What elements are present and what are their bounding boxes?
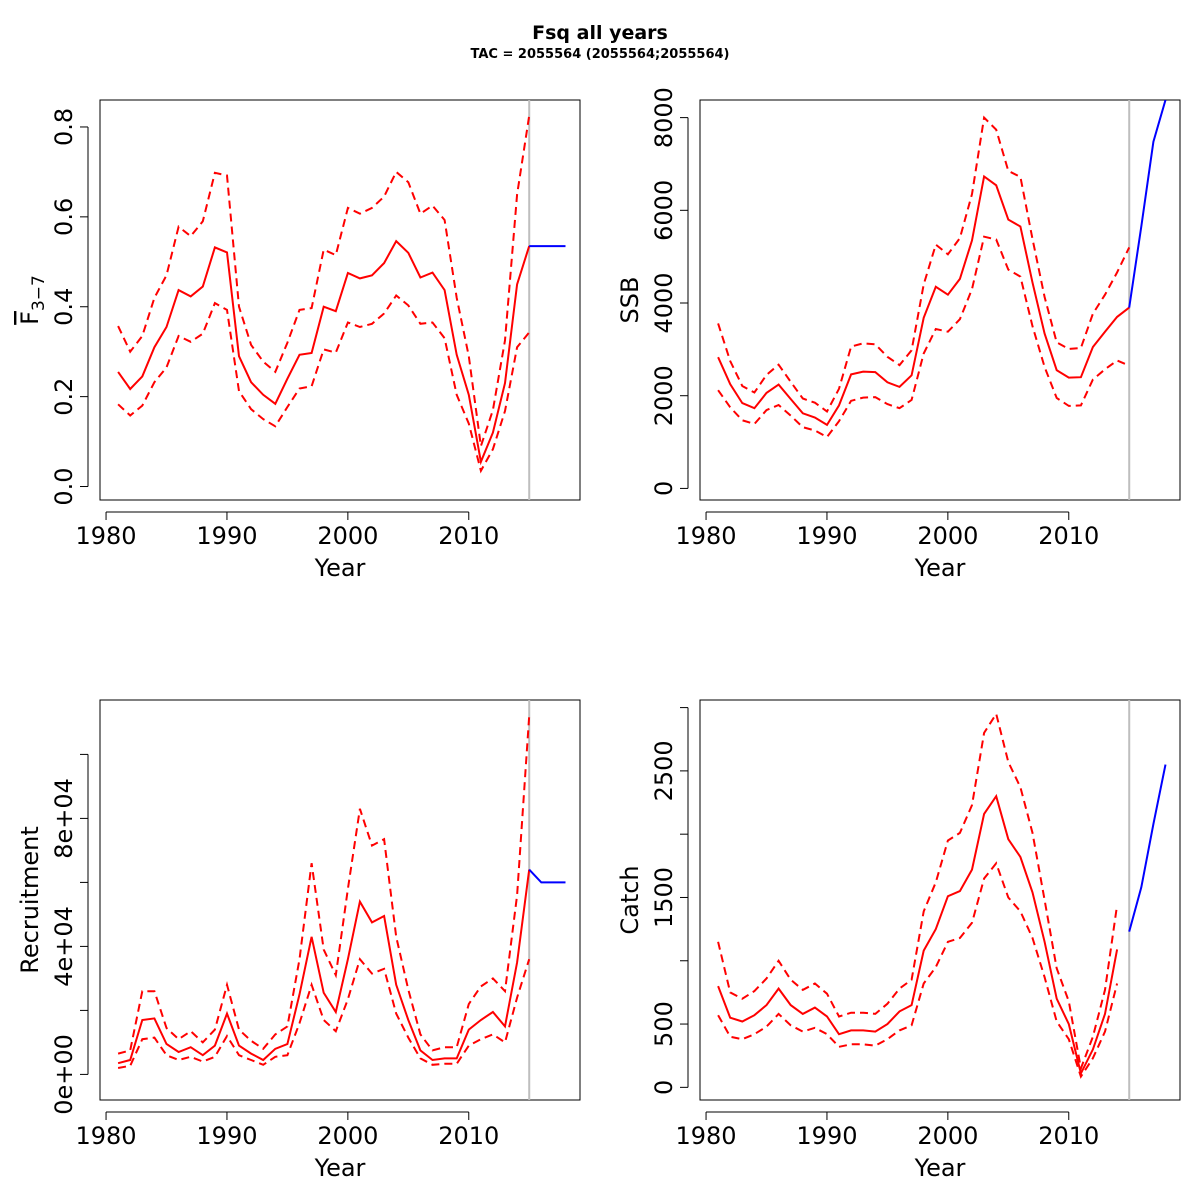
recruitment-panel: 1980 1990 2000 2010 Year 0e+00 4e+04 8e+04Recru…: [16, 699, 581, 1182]
y-tick-label: 0.0: [50, 467, 78, 505]
y-tick-label: 1500: [650, 867, 678, 928]
chart-subtitle: TAC = 2055564 (2055564;2055564): [470, 47, 730, 62]
x-tick-label: 1980: [76, 522, 137, 550]
x-axis-label: Year: [314, 554, 366, 582]
plot-frame: [99, 699, 581, 1101]
upper-bound-line: [717, 115, 1131, 413]
x-tick-label: 1980: [76, 1122, 137, 1150]
x-tick-label: 2010: [438, 1122, 499, 1150]
x-tick-label: 1990: [196, 522, 257, 550]
lower-bound-line: [117, 294, 530, 474]
x-axis-label: Year: [914, 554, 966, 582]
plot-frame: [699, 99, 1181, 501]
x-tick-label: 2000: [317, 1122, 378, 1150]
estimate-line: [117, 869, 531, 1065]
forecast-line: [1128, 764, 1167, 932]
y-tick-label: 0e+00: [50, 1034, 78, 1115]
f-panel: 1980 1990 2000 2010 Year 0.0 0.2 0.4 0.6 0.8 F3−7: [16, 99, 581, 582]
estimate-line: [117, 239, 531, 466]
x-tick-label: 1990: [796, 1122, 857, 1150]
y-tick-label: 8000: [650, 87, 678, 148]
catch-panel: 1980 1990 2000 2010 Year 0 500 1500 2500 Catch: [616, 699, 1181, 1182]
y-axis-label: Recruitment: [16, 826, 44, 973]
y-axis-label: Catch: [616, 865, 644, 934]
forecast-line: [1128, 100, 1167, 308]
chart-title: Fsq all years: [532, 22, 668, 44]
y-tick-label: 4000: [650, 272, 678, 333]
plot-frame: [99, 99, 581, 501]
y-tick-label: 6000: [650, 180, 678, 241]
forecast-line: [528, 868, 566, 884]
y-tick-label: 500: [650, 1001, 678, 1047]
x-axis-label: Year: [314, 1154, 366, 1182]
y-tick-label: 2000: [650, 365, 678, 426]
x-tick-label: 2010: [1038, 522, 1099, 550]
y-tick-label: 0.4: [50, 288, 78, 326]
x-tick-label: 1980: [676, 1122, 737, 1150]
y-tick-label: 0: [650, 1080, 678, 1095]
y-tick-label: 0: [650, 481, 678, 496]
ssb-panel: 1980 1990 2000 2010 Year 0 2000 4000 6000 8000 SSB: [616, 87, 1181, 582]
x-tick-label: 1990: [796, 522, 857, 550]
x-tick-label: 2000: [917, 1122, 978, 1150]
lower-bound-line: [717, 235, 1130, 439]
x-tick-label: 2010: [1038, 1122, 1099, 1150]
estimate-line: [717, 174, 1130, 427]
x-tick-label: 2010: [438, 522, 499, 550]
x-tick-label: 1980: [676, 522, 737, 550]
y-tick-label: 0.2: [50, 378, 78, 416]
x-tick-label: 2000: [917, 522, 978, 550]
x-tick-label: 1990: [196, 1122, 257, 1150]
y-tick-label: 4e+04: [50, 906, 78, 987]
upper-bound-line: [717, 711, 1119, 1073]
y-axis-label: SSB: [616, 277, 644, 324]
upper-bound-line: [117, 115, 531, 447]
plot-frame: [699, 699, 1181, 1101]
lower-bound-line: [117, 957, 531, 1069]
x-tick-label: 2000: [317, 522, 378, 550]
y-tick-label: 8e+04: [50, 778, 78, 859]
y-axis-label: F3−7: [16, 275, 49, 325]
y-tick-label: 0.8: [50, 108, 78, 146]
upper-bound-line: [117, 715, 531, 1055]
y-tick-label: 0.6: [50, 198, 78, 236]
x-axis-label: Year: [914, 1154, 966, 1182]
estimate-line: [717, 793, 1119, 1077]
y-tick-label: 2500: [650, 740, 678, 801]
